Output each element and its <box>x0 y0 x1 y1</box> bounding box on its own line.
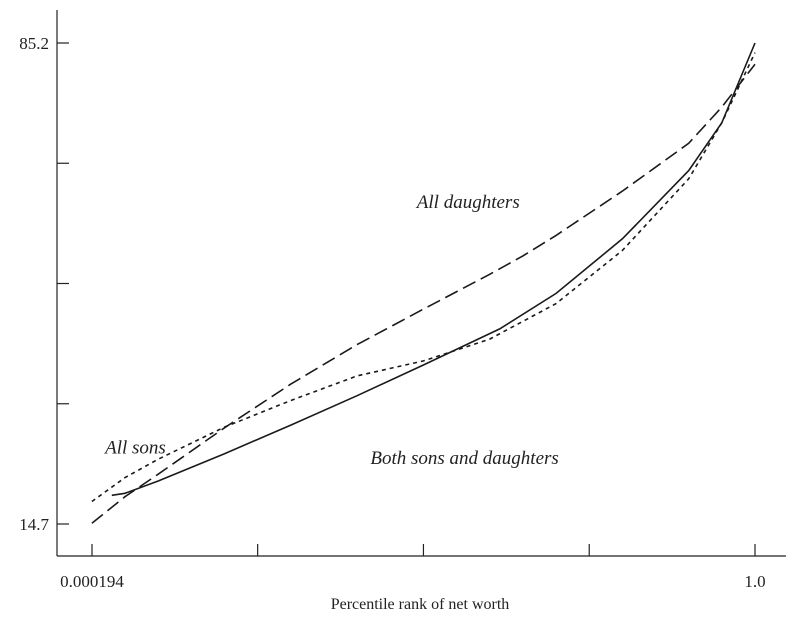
annotation-group: All daughters All sons Both sons and daugh… <box>103 192 559 469</box>
annotation-label: All sons <box>103 438 166 459</box>
tick-group: 0.000194 1.0 14.7 85.2 <box>19 34 765 591</box>
series-line-solid <box>111 42 756 497</box>
x-axis-title: Percentile rank of net worth <box>331 596 510 613</box>
annotation-label: All daughters <box>415 192 520 213</box>
annotation-label: Both sons and daughters <box>370 448 558 469</box>
y-tick-label: 14.7 <box>19 515 49 534</box>
y-tick-label: 85.2 <box>19 34 49 53</box>
x-tick-label: 0.000194 <box>60 572 124 591</box>
x-tick-label: 1.0 <box>744 572 765 591</box>
series-group <box>91 42 756 524</box>
series-line-dotted <box>91 52 756 503</box>
series-line-dashed <box>91 63 756 524</box>
